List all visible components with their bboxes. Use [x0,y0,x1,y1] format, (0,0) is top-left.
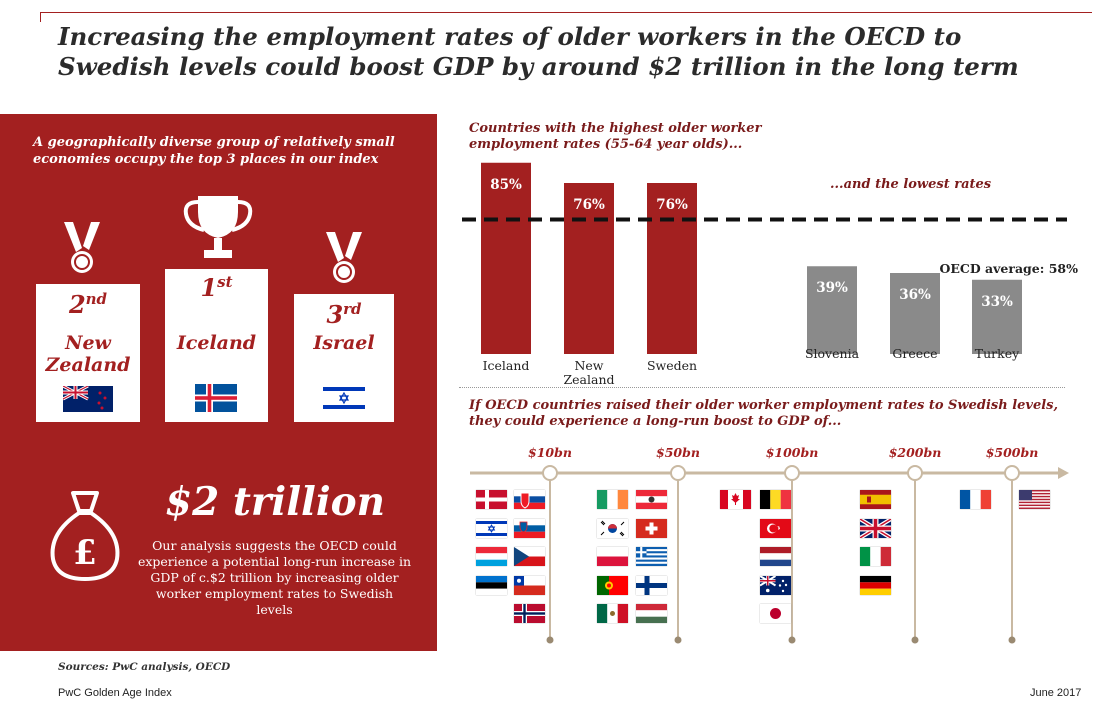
bar-slovenia [807,266,857,354]
gdp-boost-label: $200bn [888,445,942,460]
sources-note: Sources: PwC analysis, OECD [58,661,231,673]
timeline-marker [542,465,558,481]
spain-flag-icon [860,490,891,509]
section-divider [459,387,1065,388]
bar-value-label: 39% [816,280,848,297]
czech-republic-flag-icon [514,547,545,566]
israel-flag-icon [476,518,507,538]
podium-second: 2nd New Zealand [36,284,140,422]
left-panel-subtitle: A geographically diverse group of relati… [33,135,395,167]
category-label: Iceland [482,358,530,373]
gdp-boost-label: $100bn [765,445,819,460]
bar-iceland [481,162,531,354]
bar-value-label: 33% [981,293,1013,310]
category-label: Sweden [646,358,698,373]
svg-text:£: £ [73,533,97,573]
timeline-marker [784,465,800,481]
hungary-flag-icon [636,604,667,623]
bar-new-zealand [564,183,614,354]
brand-footer: PwC Golden Age Index [58,687,172,699]
japan-flag-icon [760,604,791,623]
timeline-stem-end [788,636,796,644]
italy-flag-icon [860,547,891,566]
switzerland-flag-icon [636,518,667,538]
money-bag-icon: £ [50,491,120,581]
greece-flag-icon [636,547,667,566]
podium-country: Iceland [176,332,257,354]
luxembourg-flag-icon [476,547,507,566]
podium-rank: 3rd [326,300,362,329]
timeline-marker [907,465,923,481]
united-kingdom-flag-icon [860,518,891,538]
top-rule-tick [40,12,41,22]
podium-country: New Zealand [45,332,131,376]
gdp-boost-label: $10bn [528,445,572,460]
page-title: Increasing the employment rates of older… [58,22,1019,81]
austria-flag-icon [636,490,667,509]
bar-chart-title: Countries with the highest older worker … [469,121,762,152]
timeline-marker [670,465,686,481]
bar-value-label: 36% [899,287,931,303]
norway-flag-icon [514,604,545,623]
slovenia-flag-icon [514,518,545,538]
timeline-marker [1004,465,1020,481]
timeline-stem-end [911,636,919,644]
medal-icon [326,232,362,283]
denmark-flag-icon [476,490,507,509]
podium-first: 1st Iceland [165,269,268,422]
category-label: Greece [892,346,938,361]
bar-sweden [647,183,697,354]
bar-turkey [972,279,1022,354]
new-zealand-flag-icon [63,386,113,412]
bar-value-label: 76% [656,197,688,213]
mexico-flag-icon [597,604,628,623]
israel-flag-icon [323,384,365,412]
belgium-flag-icon [760,490,791,509]
united-states-flag-icon [1019,490,1050,509]
chile-flag-icon [514,575,545,595]
portugal-flag-icon [597,575,628,595]
netherlands-flag-icon [760,547,791,566]
gdp-boost-label: $50bn [656,445,700,460]
germany-flag-icon [860,575,891,595]
trophy-icon [183,196,253,258]
left-panel-body: Our analysis suggests the OECD could exp… [137,538,412,617]
gdp-boost-label: $500bn [985,445,1039,460]
ireland-flag-icon [597,490,628,509]
category-label: Slovenia [804,346,860,361]
timeline-title: If OECD countries raised their older wor… [469,398,1059,429]
oecd-average-label: OECD average: 58% [939,261,1079,276]
iceland-flag-icon [195,384,237,412]
bar-value-label: 85% [490,176,522,193]
timeline-stem-end [1008,636,1016,644]
timeline-stem-end [674,636,682,644]
category-label: Turkey [974,346,1020,361]
medal-icon [64,222,100,273]
category-label: New Zealand [563,358,615,387]
podium-country: Israel [313,332,375,354]
slovakia-flag-icon [514,490,545,509]
estonia-flag-icon [476,575,507,595]
podium-rank: 2nd [68,290,108,319]
bar-greece [890,273,940,354]
podium-rank: 1st [200,273,233,302]
bar-chart-subtitle: ...and the lowest rates [830,177,992,192]
finland-flag-icon [636,575,667,595]
australia-flag-icon [760,575,791,595]
headline-figure: $2 trillion [165,479,386,525]
south-korea-flag-icon [597,518,628,538]
timeline-stem-end [546,636,554,644]
podium-third: 3rd Israel [294,294,394,422]
timeline-arrow [1058,467,1069,479]
france-flag-icon [960,490,991,509]
bar-value-label: 76% [573,197,605,213]
left-panel: A geographically diverse group of relati… [0,114,437,651]
top-rule [40,12,1092,13]
canada-flag-icon [720,490,751,509]
date-footer: June 2017 [1030,687,1082,699]
poland-flag-icon [597,547,628,566]
turkey-flag-icon [760,518,791,538]
